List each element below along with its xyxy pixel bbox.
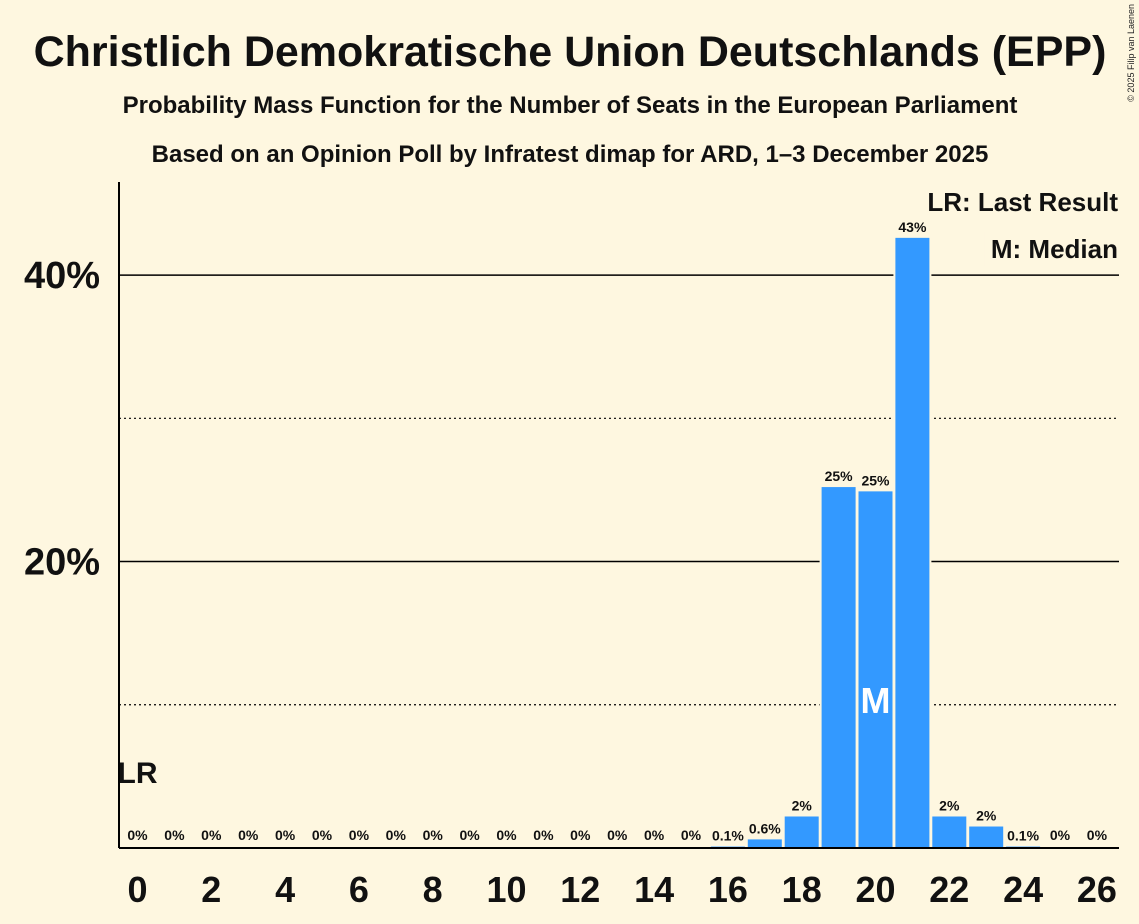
x-tick-label: 4: [275, 869, 295, 910]
value-label: 0.1%: [1007, 828, 1039, 844]
value-label: 0%: [1050, 827, 1071, 843]
legend-item-background: [921, 185, 1121, 219]
value-label: 0%: [681, 827, 702, 843]
bar-seat-19: [821, 487, 856, 848]
chart-title: Christlich Demokratische Union Deutschla…: [34, 28, 1107, 76]
value-label: 0.1%: [712, 828, 744, 844]
legend-item: M: Median: [991, 234, 1118, 264]
value-label: 0%: [570, 827, 591, 843]
bar-seat-21: [895, 237, 930, 849]
grid-layer: [119, 274, 1119, 706]
value-label: 0%: [349, 827, 370, 843]
bar-seat-17: [747, 839, 782, 848]
x-tick-label: 24: [1003, 869, 1043, 910]
y-tick-label: 20%: [24, 542, 100, 584]
value-label: 0%: [386, 827, 407, 843]
value-label: 0%: [201, 827, 222, 843]
value-label: 43%: [898, 219, 927, 235]
value-label: 0%: [1087, 827, 1108, 843]
x-tick-label: 10: [486, 869, 526, 910]
bar-halo: [708, 844, 747, 848]
value-label: 25%: [861, 472, 890, 488]
bar-seat-22: [932, 816, 967, 848]
value-label: 2%: [792, 797, 813, 813]
median-marker: M: [861, 680, 891, 721]
bar-seat-23: [969, 826, 1004, 848]
x-tick-label: 16: [708, 869, 748, 910]
chart-subtitle: Probability Mass Function for the Number…: [123, 92, 1018, 119]
value-label: 0%: [238, 827, 259, 843]
value-label: 0%: [607, 827, 628, 843]
bar-seat-20: [858, 491, 893, 848]
y-tick-label: 40%: [24, 255, 100, 297]
value-label: 25%: [825, 468, 854, 484]
value-label: 0%: [644, 827, 665, 843]
legend-item: LR: Last Result: [927, 187, 1118, 217]
value-label: 0%: [459, 827, 480, 843]
axes-layer: 20%40%0 2 4 6 8 10 12 14 16 18 20 22 24 26: [24, 182, 1119, 910]
x-tick-label: 12: [560, 869, 600, 910]
x-tick-label: 20: [855, 869, 895, 910]
legend-layer: LR: Last Result M: Median: [921, 185, 1121, 266]
x-tick-label: 6: [349, 869, 369, 910]
value-label: 0%: [127, 827, 148, 843]
value-label: 0%: [496, 827, 517, 843]
value-label: 2%: [976, 808, 997, 824]
bar-seat-18: [784, 816, 819, 848]
x-tick-label: 14: [634, 869, 674, 910]
x-tick-label: 2: [201, 869, 221, 910]
x-tick-label: 0: [127, 869, 147, 910]
value-labels-layer: 0% 0% 0% 0% 0% 0% 0% 0% 0% 0% 0% 0% 0% 0% 0% 0% 0.1% 0.6%…: [118, 219, 1108, 844]
bars-layer: [708, 235, 1043, 849]
legend-item-background: [984, 232, 1120, 266]
copyright-notice: © 2025 Filip van Laenen: [1126, 4, 1136, 102]
x-tick-label: 18: [782, 869, 822, 910]
value-label: 0%: [275, 827, 296, 843]
value-label: 0%: [423, 827, 444, 843]
value-label: 0.6%: [749, 820, 781, 836]
x-tick-label: 26: [1077, 869, 1117, 910]
value-label: 0%: [312, 827, 333, 843]
value-label: 0%: [164, 827, 185, 843]
bar-halo: [1004, 844, 1043, 848]
x-tick-label: 8: [423, 869, 443, 910]
chart-source-line: Based on an Opinion Poll by Infratest di…: [152, 141, 989, 168]
value-label: 0%: [533, 827, 554, 843]
x-tick-label: 22: [929, 869, 969, 910]
last-result-marker: LR: [118, 757, 158, 790]
value-label: 2%: [939, 797, 960, 813]
